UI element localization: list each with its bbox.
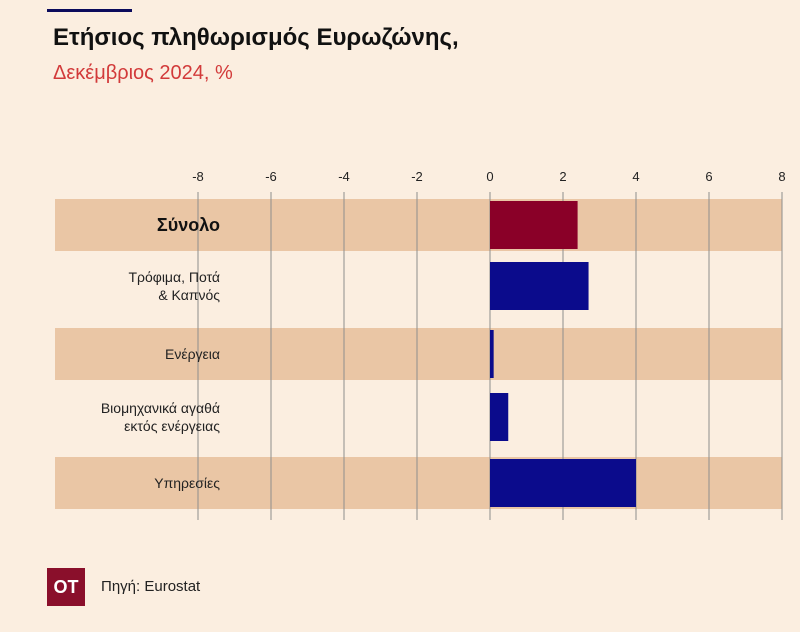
x-tick-label: 8 [778, 169, 785, 184]
header-accent-line [47, 9, 132, 12]
category-label: Βιομηχανικά αγαθά [101, 400, 220, 416]
x-tick-label: -2 [411, 169, 423, 184]
bar [490, 459, 636, 507]
category-label: Ενέργεια [165, 346, 220, 362]
category-label: & Καπνός [158, 287, 220, 303]
row-band [55, 457, 782, 509]
category-label: εκτός ενέργειας [124, 418, 220, 434]
source-note: Πηγή: Eurostat [101, 578, 201, 595]
chart-title: Ετήσιος πληθωρισμός Ευρωζώνης, [53, 24, 459, 51]
x-tick-label: -4 [338, 169, 350, 184]
bar [490, 262, 589, 310]
category-label: Υπηρεσίες [154, 475, 220, 491]
row-band [55, 328, 782, 380]
x-tick-label: 4 [632, 169, 639, 184]
bar [490, 393, 509, 441]
x-tick-label: 6 [705, 169, 712, 184]
x-tick-label: 2 [559, 169, 566, 184]
category-label: Τρόφιμα, Ποτά [128, 269, 220, 285]
row-band [55, 199, 782, 251]
bar [490, 201, 578, 249]
x-tick-label: -8 [192, 169, 204, 184]
brand-logo: OT [47, 568, 85, 606]
chart-subtitle: Δεκέμβριος 2024, % [53, 62, 233, 84]
category-label: Σύνολο [157, 215, 220, 235]
x-tick-label: -6 [265, 169, 277, 184]
x-tick-label: 0 [486, 169, 493, 184]
bar [490, 330, 494, 378]
